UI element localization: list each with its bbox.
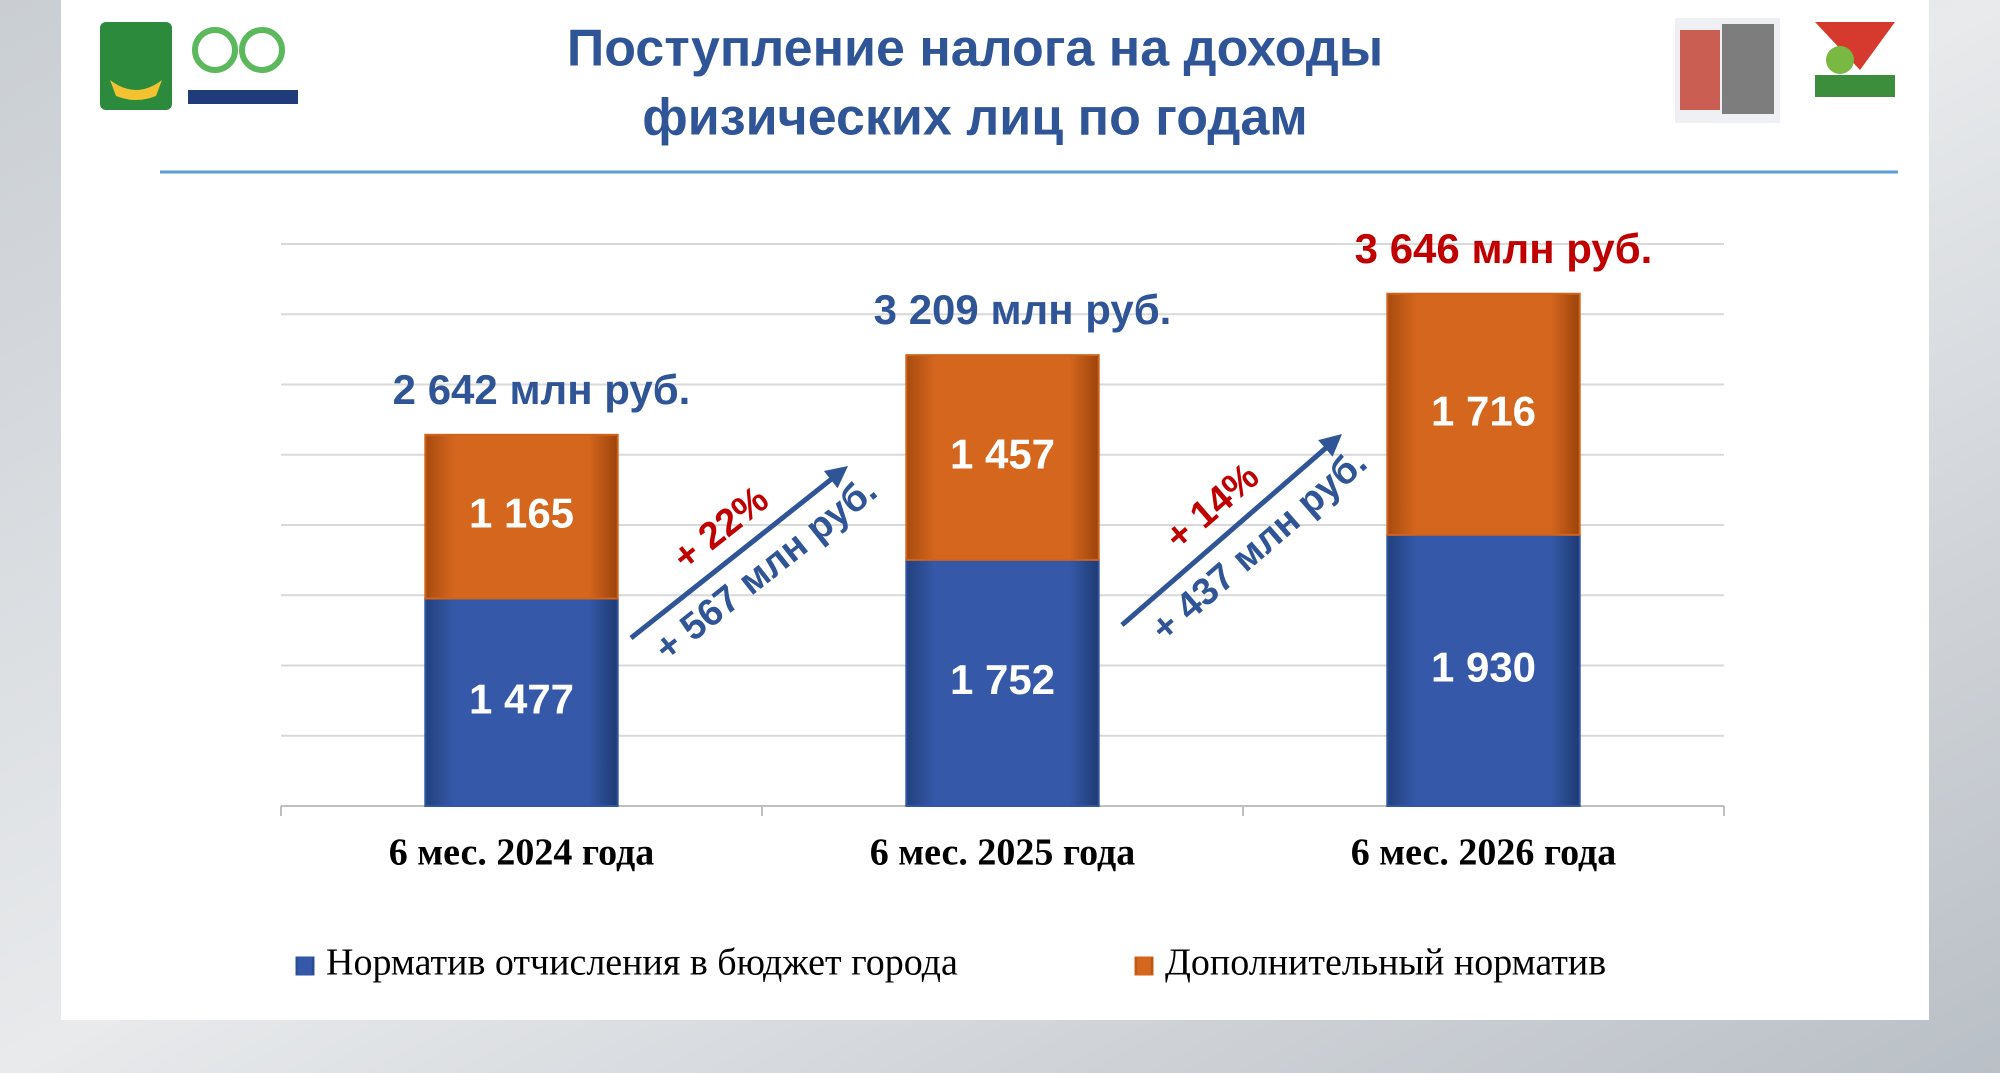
growth-arrowhead [1318, 433, 1343, 457]
data-label: 1 477 [469, 675, 574, 722]
bar-segment [1386, 533, 1581, 808]
bar-segment [1386, 292, 1581, 536]
legend-swatch [295, 956, 315, 976]
total-label: 2 642 млн руб. [393, 366, 691, 413]
data-label: 1 165 [469, 490, 574, 537]
x-tick-label: 6 мес. 2024 года [389, 832, 655, 874]
growth-arrowhead [823, 466, 848, 489]
legend-swatch [1134, 956, 1154, 976]
legend-label: Дополнительный норматив [1165, 942, 1606, 984]
data-label: 1 752 [950, 656, 1055, 703]
legend-label: Норматив отчисления в бюджет города [326, 942, 958, 984]
data-label: 1 716 [1431, 387, 1536, 434]
bar-segment [424, 433, 619, 600]
x-tick-label: 6 мес. 2026 года [1351, 832, 1617, 874]
left-logo [100, 22, 298, 110]
total-label: 3 209 млн руб. [874, 286, 1172, 333]
total-label: 3 646 млн руб. [1355, 225, 1653, 272]
bar-segment [424, 597, 619, 807]
data-label: 1 457 [950, 431, 1055, 478]
growth-arrow [629, 472, 839, 640]
bar-segment [905, 354, 1100, 561]
right-logos [1675, 18, 1895, 123]
chart-title: Поступление налога на доходы [567, 20, 1383, 78]
data-label: 1 930 [1431, 644, 1536, 691]
chart-title: физических лиц по годам [642, 89, 1307, 147]
x-tick-label: 6 мес. 2025 года [870, 832, 1136, 874]
growth-arrow [1120, 441, 1334, 627]
bar-segment [905, 558, 1100, 807]
